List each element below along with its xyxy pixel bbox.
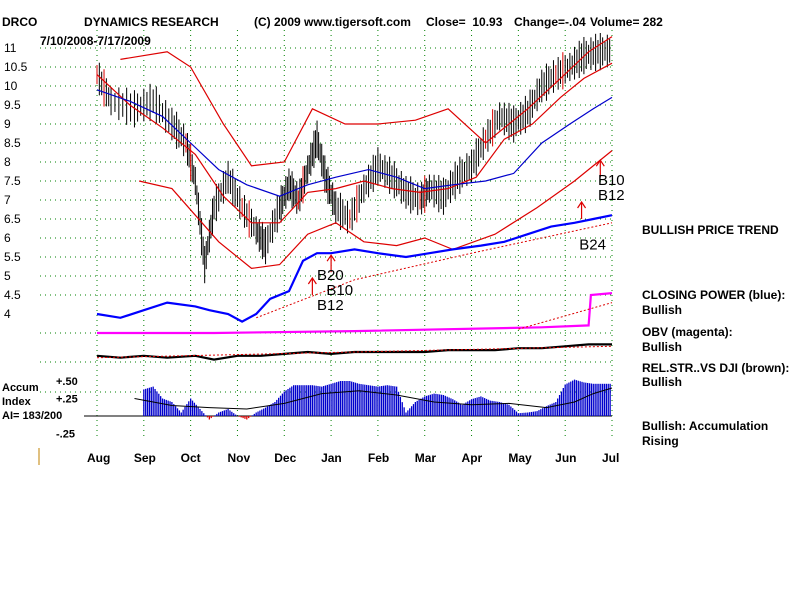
price-tick-label: 8.5 <box>4 136 21 150</box>
volume-label: Volume= 282 <box>590 15 663 29</box>
signal-label: B12 <box>598 187 625 204</box>
month-label: Nov <box>227 451 250 465</box>
signal-arrowhead <box>326 254 336 262</box>
accum-title-2: Index <box>2 396 31 408</box>
change-label: Change=-.04 <box>514 15 586 29</box>
ma21-line <box>96 62 613 224</box>
obv-title: OBV (magenta): <box>642 325 733 339</box>
accum-title-1: Accum <box>2 382 39 394</box>
signal-label: B24 <box>579 236 606 253</box>
month-label: Aug <box>87 451 110 465</box>
signal-label: B12 <box>317 297 344 314</box>
price-tick-label: 6.5 <box>4 212 21 226</box>
signal-label: B10 <box>598 172 625 189</box>
price-tick-label: 6 <box>4 231 11 245</box>
month-label: May <box>508 451 532 465</box>
price-tick-label: 7 <box>4 193 11 207</box>
accum-tick-label: +.25 <box>56 394 78 406</box>
signal-label: B10 <box>326 282 353 299</box>
signal-label: B20 <box>317 267 344 284</box>
signal-arrowhead <box>577 200 587 209</box>
obv-line <box>97 292 613 335</box>
month-label: Jan <box>321 451 342 465</box>
price-tick-label: 8 <box>4 155 11 169</box>
month-label: Feb <box>368 451 389 465</box>
accum-ai-label: AI= 183/200 <box>2 410 63 422</box>
relstr-state: Bullish <box>642 375 683 389</box>
price-tick-label: 4 <box>4 307 11 321</box>
price-tick-label: 10 <box>4 79 18 93</box>
close-label: Close= 10.93 <box>426 15 503 29</box>
lower-band-line <box>138 150 613 270</box>
accum-status: Bullish: Accumulation Rising <box>642 419 769 448</box>
obv-state: Bullish <box>642 340 683 354</box>
ticker-label: DRCO <box>2 15 38 29</box>
month-label: Oct <box>181 451 201 465</box>
month-label: Apr <box>462 451 483 465</box>
upper-band-line <box>120 36 613 167</box>
price-tick-label: 9.5 <box>4 98 21 112</box>
closing-power-trend <box>256 222 613 319</box>
price-tick-label: 11 <box>4 41 17 55</box>
price-tick-label: 10.5 <box>4 60 28 74</box>
relstr-trend <box>96 345 613 359</box>
month-label: Jul <box>602 451 619 465</box>
month-label: Mar <box>415 451 437 465</box>
price-tick-label: 5 <box>4 269 11 283</box>
accum-ma-line <box>134 387 613 410</box>
signal-arrowhead <box>307 276 317 285</box>
price-tick-label: 9 <box>4 117 11 131</box>
price-tick-label: 5.5 <box>4 250 21 264</box>
accum-tick-label: -.25 <box>56 429 75 441</box>
accum-tick-label: +.50 <box>56 376 78 388</box>
relstr-title: REL.STR..VS DJI (brown): <box>642 361 790 375</box>
company-name: DYNAMICS RESEARCH <box>84 15 219 29</box>
closing-power-state: Bullish <box>642 303 683 317</box>
month-label: Jun <box>555 451 576 465</box>
closing-power-line <box>96 214 613 323</box>
price-tick-label: 7.5 <box>4 174 21 188</box>
price-tick-label: 4.5 <box>4 288 21 302</box>
signal-arrowhead <box>595 159 605 167</box>
date-range: 7/10/2008-7/17/2009 <box>40 34 151 48</box>
ma50-line <box>96 89 613 197</box>
month-label: Sep <box>134 451 156 465</box>
copyright-label: (C) 2009 www.tigersoft.com <box>254 15 411 29</box>
month-label: Dec <box>274 451 296 465</box>
price-trend-status: BULLISH PRICE TREND <box>642 223 779 237</box>
obv-trend <box>518 302 613 330</box>
closing-power-title: CLOSING POWER (blue): <box>642 288 786 302</box>
